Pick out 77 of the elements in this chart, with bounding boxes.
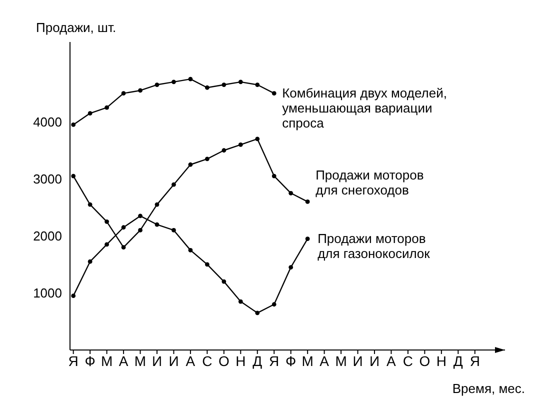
x-tick-label: Ф xyxy=(84,352,96,369)
point xyxy=(104,242,110,247)
x-tick-label: Я xyxy=(470,352,480,369)
point xyxy=(71,174,76,178)
point xyxy=(305,236,310,241)
y-axis-title: Продажи, шт. xyxy=(36,20,116,35)
point xyxy=(172,80,176,84)
point xyxy=(104,105,110,110)
x-tick-label: Д xyxy=(252,352,263,369)
point xyxy=(138,214,142,218)
x-tick-label: М xyxy=(335,352,347,369)
x-tick-label: О xyxy=(218,352,230,369)
x-tick-label: А xyxy=(186,352,196,369)
x-tick-label: И xyxy=(152,352,162,369)
point xyxy=(272,174,276,178)
point xyxy=(88,111,92,116)
x-tick-label: С xyxy=(402,352,414,369)
x-tick-label: И xyxy=(168,352,179,369)
point xyxy=(188,248,193,252)
x-tick-label: Д xyxy=(453,352,464,369)
point xyxy=(255,310,260,316)
x-tick-label: Я xyxy=(269,352,280,369)
point xyxy=(238,80,243,84)
point xyxy=(71,122,76,127)
point xyxy=(154,82,160,87)
y-tick-label: 2000 xyxy=(33,228,62,244)
y-tick-label: 1000 xyxy=(33,286,62,301)
series-label: Продажи моторов для газонокосилок xyxy=(318,230,430,261)
point xyxy=(222,82,226,87)
point xyxy=(88,259,92,264)
point xyxy=(238,299,243,304)
x-tick-label: Ф xyxy=(286,352,296,369)
point xyxy=(188,162,193,167)
x-tick-label: М xyxy=(134,352,146,369)
point xyxy=(188,76,193,82)
point xyxy=(121,91,126,96)
point xyxy=(172,182,176,187)
point xyxy=(88,202,92,207)
x-tick-label: Н xyxy=(236,352,246,369)
point xyxy=(255,136,260,142)
point xyxy=(204,85,210,90)
y-tick-label: 4000 xyxy=(33,114,62,130)
x-tick-label: И xyxy=(369,352,380,369)
x-tick-label: А xyxy=(118,352,129,369)
point xyxy=(172,228,176,232)
x-tick-label: М xyxy=(302,352,314,369)
point xyxy=(71,294,76,298)
x-tick-label: Н xyxy=(436,352,446,369)
point xyxy=(121,245,126,250)
point xyxy=(305,200,310,204)
x-axis-title: Время, мес. xyxy=(452,381,525,396)
point xyxy=(272,302,276,307)
point xyxy=(288,265,294,270)
point xyxy=(272,91,276,96)
point xyxy=(222,148,226,153)
x-tick-label: О xyxy=(419,352,430,369)
point xyxy=(104,219,110,224)
point xyxy=(138,88,142,93)
point xyxy=(288,190,294,196)
point xyxy=(154,202,160,207)
x-tick-label: Я xyxy=(68,352,78,369)
series-label: Комбинация двух моделей, уменьшающая вариации спроса xyxy=(282,85,447,130)
point xyxy=(138,228,142,232)
x-tick-label: М xyxy=(100,352,113,369)
series-label: Продажи моторов для снегоходов xyxy=(316,168,424,198)
x-tick-label: А xyxy=(320,352,330,369)
y-tick-label: 3000 xyxy=(33,172,62,187)
point xyxy=(154,222,160,227)
point xyxy=(204,156,210,162)
point xyxy=(222,279,226,284)
x-tick-label: А xyxy=(386,352,397,369)
point xyxy=(204,262,210,267)
point xyxy=(121,225,126,230)
x-tick-label: И xyxy=(352,352,363,369)
point xyxy=(238,142,243,147)
x-tick-label: С xyxy=(202,352,212,369)
point xyxy=(255,82,260,87)
